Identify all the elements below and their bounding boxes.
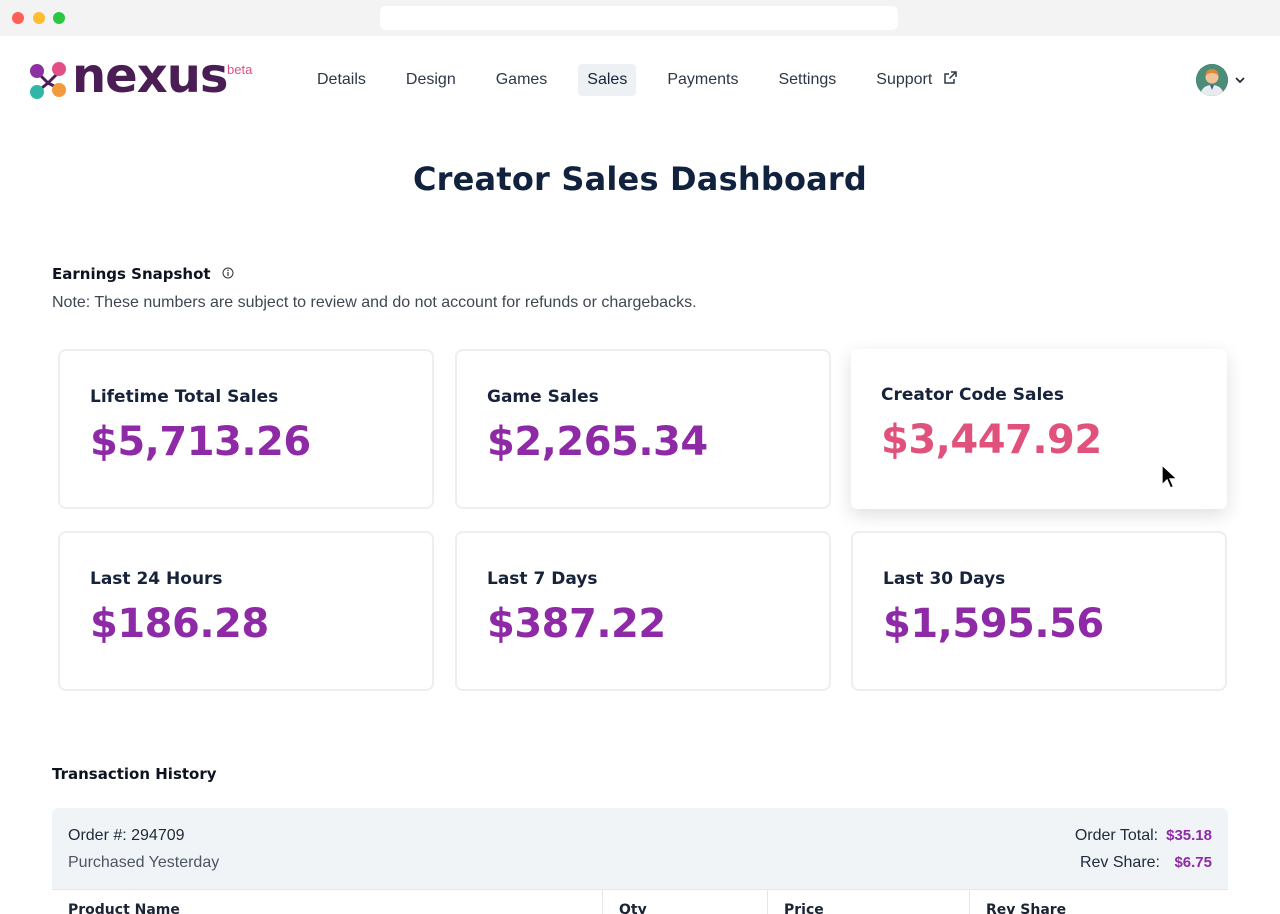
- card-last-30-days: Last 30 Days $1,595.56: [851, 531, 1227, 691]
- avatar: [1196, 64, 1228, 96]
- earnings-snapshot-title: Earnings Snapshot: [52, 265, 211, 283]
- earnings-snapshot-heading: Earnings Snapshot: [52, 265, 234, 283]
- card-value: $387.22: [487, 601, 666, 647]
- column-header-price[interactable]: Price: [768, 890, 970, 914]
- card-value: $5,713.26: [90, 419, 311, 465]
- user-avatar-icon: [1196, 64, 1228, 96]
- order-rev-share-label: Rev Share:: [1079, 854, 1160, 871]
- nav-item-payments[interactable]: Payments: [667, 71, 739, 88]
- nav-item-details[interactable]: Details: [317, 71, 366, 88]
- window-maximize-button[interactable]: [53, 12, 65, 24]
- column-header-qty[interactable]: Qty: [603, 890, 768, 914]
- order-purchased-date: Purchased Yesterday: [68, 854, 220, 871]
- nexus-logo[interactable]: nexus beta: [28, 52, 260, 106]
- nav-item-support[interactable]: Support: [867, 64, 966, 96]
- nav-item-support-label: Support: [876, 71, 933, 88]
- card-last-7-days: Last 7 Days $387.22: [455, 531, 831, 691]
- page-title: Creator Sales Dashboard: [412, 160, 868, 198]
- card-game-sales: Game Sales $2,265.34: [455, 349, 831, 509]
- info-icon[interactable]: [222, 267, 234, 279]
- card-value: $1,595.56: [883, 601, 1104, 647]
- site-header: nexus beta Details Design Games Sales Pa…: [0, 36, 1280, 124]
- order-total-value: $35.18: [1166, 827, 1212, 844]
- transaction-table-header: Product Name Qty Price Rev Share: [52, 889, 1228, 914]
- card-value: $3,447.92: [881, 417, 1102, 463]
- user-menu[interactable]: [1196, 64, 1248, 96]
- nav-item-design[interactable]: Design: [405, 71, 456, 88]
- main-nav: Details Design Games Sales Payments Sett…: [308, 64, 988, 96]
- external-link-icon: [944, 71, 957, 85]
- browser-chrome: [0, 0, 1280, 36]
- card-label: Game Sales: [487, 387, 599, 407]
- nav-item-settings[interactable]: Settings: [778, 71, 837, 88]
- logo-mark-icon: [30, 62, 66, 99]
- window-minimize-button[interactable]: [33, 12, 45, 24]
- card-lifetime-total-sales: Lifetime Total Sales $5,713.26: [58, 349, 434, 509]
- mouse-cursor-icon: [1161, 464, 1179, 489]
- address-bar[interactable]: [380, 6, 898, 30]
- column-header-rev-share[interactable]: Rev Share: [986, 902, 1067, 914]
- card-label: Creator Code Sales: [881, 385, 1064, 405]
- nav-item-games[interactable]: Games: [495, 71, 548, 88]
- column-header-product-name[interactable]: Product Name: [52, 890, 603, 914]
- card-value: $2,265.34: [487, 419, 708, 465]
- earnings-note: Note: These numbers are subject to revie…: [52, 294, 697, 311]
- transaction-card: Order #: 294709 Purchased Yesterday Orde…: [52, 808, 1228, 914]
- order-total: Order Total: $35.18: [1075, 827, 1212, 845]
- chevron-down-icon: [1235, 77, 1245, 84]
- order-rev-share-value: $6.75: [1174, 854, 1212, 871]
- card-label: Last 30 Days: [883, 569, 1006, 589]
- card-label: Lifetime Total Sales: [90, 387, 279, 407]
- nav-item-sales[interactable]: Sales: [578, 64, 637, 96]
- beta-badge: beta: [227, 62, 253, 77]
- transaction-history-title: Transaction History: [52, 765, 217, 783]
- card-last-24-hours: Last 24 Hours $186.28: [58, 531, 434, 691]
- card-value: $186.28: [90, 601, 269, 647]
- order-rev-share: Rev Share: $6.75: [1080, 854, 1212, 872]
- card-label: Last 7 Days: [487, 569, 598, 589]
- logo-wordmark: nexus: [72, 48, 228, 104]
- order-total-label: Order Total:: [1074, 827, 1159, 844]
- card-label: Last 24 Hours: [90, 569, 223, 589]
- window-close-button[interactable]: [12, 12, 24, 24]
- order-number: Order #: 294709: [68, 827, 185, 844]
